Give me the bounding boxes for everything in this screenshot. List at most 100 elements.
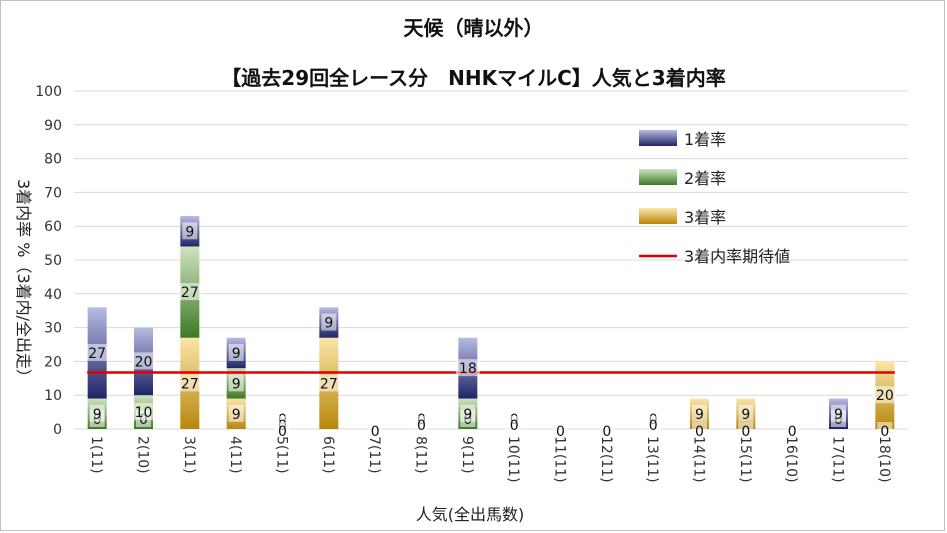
x-tick-label: 3(11): [181, 436, 197, 474]
data-label-bg: [692, 422, 707, 439]
data-label: 27: [88, 346, 106, 362]
data-label: 18: [459, 361, 477, 377]
y-tick-label: 0: [53, 422, 62, 438]
data-labels: 0927010202727999900027900009180000009090…: [85, 222, 897, 440]
data-label: 0: [371, 424, 380, 440]
data-label: 9: [232, 376, 241, 392]
x-tick-label: 8(11): [413, 436, 429, 474]
data-label: 0: [278, 424, 287, 440]
data-label-bg: [177, 283, 202, 301]
data-label: 9: [93, 407, 102, 423]
chart-subtitle: 【過去29回全レース分 NHKマイルC】人気と3着内率: [221, 66, 726, 90]
data-label-bg: [599, 422, 615, 439]
y-tick-labels: 0 10 20 30 40 50 60 70 80 90 100: [35, 84, 62, 438]
data-label: 0: [510, 418, 519, 434]
data-label: 0: [741, 424, 750, 440]
data-label: 27: [181, 376, 199, 392]
data-label: 0: [695, 424, 704, 440]
x-tick-labels: 1(11) 2(10) 3(11) 4(11) 5(11) 6(11) 7(11) 8(11)…: [88, 436, 892, 483]
data-label: 0: [556, 424, 565, 440]
x-tick-label: 11(11): [552, 436, 568, 483]
data-label-bg: [228, 404, 244, 422]
data-label-bg: [275, 422, 290, 439]
data-label-bg: [784, 422, 800, 439]
y-tick-label: 70: [44, 185, 62, 201]
y-axis-title: 3着内率 %（3着内/全出走）: [14, 179, 33, 385]
x-tick-label: 16(10): [783, 436, 799, 483]
x-tick-label: 4(11): [227, 436, 243, 474]
legend-swatch: [639, 208, 677, 224]
data-label: 9: [324, 316, 333, 332]
legend-label: 1着率: [684, 130, 726, 149]
y-tick-label: 30: [44, 321, 62, 337]
x-tick-label: 6(11): [320, 436, 336, 474]
data-label: 20: [135, 354, 153, 370]
data-label-bg: [228, 343, 244, 361]
data-label: 0: [880, 424, 889, 440]
x-tick-label: 15(11): [737, 436, 753, 483]
data-label: 10: [135, 405, 153, 421]
data-label: 27: [320, 376, 338, 392]
y-tick-label: 60: [44, 219, 62, 235]
data-label: 9: [695, 407, 704, 423]
data-label-bg: [645, 416, 661, 433]
data-label-bg: [738, 404, 754, 422]
data-label-bg: [228, 374, 244, 392]
y-tick-label: 40: [44, 287, 62, 303]
x-tick-label: 10(11): [505, 436, 521, 483]
data-label: 0: [788, 424, 797, 440]
x-tick-label: 7(11): [366, 436, 382, 474]
y-tick-label: 80: [44, 152, 62, 168]
data-label-bg: [692, 404, 707, 422]
data-label-bg: [131, 403, 156, 421]
x-tick-label: 5(11): [274, 436, 290, 474]
gridlines: [74, 90, 908, 430]
data-label-bg: [831, 404, 846, 422]
x-tick-label: 13(11): [644, 436, 660, 483]
data-label: 9: [232, 346, 241, 362]
data-label-bg: [738, 422, 754, 439]
data-label-bg: [89, 404, 105, 422]
x-tick-label: 12(11): [598, 436, 614, 483]
x-tick-label: 9(11): [459, 436, 475, 474]
data-label: 0: [649, 418, 658, 434]
data-label-bg: [182, 222, 198, 240]
legend-swatch: [639, 130, 677, 146]
x-tick-label: 14(11): [691, 436, 707, 483]
data-label-bg: [131, 352, 156, 370]
data-label-bg: [316, 374, 341, 392]
data-label-bg: [321, 313, 337, 331]
data-label-bg: [506, 416, 522, 433]
y-tick-label: 100: [35, 84, 62, 100]
data-label-bg: [85, 343, 110, 361]
data-label: 9: [834, 407, 843, 423]
data-label-bg: [460, 404, 476, 422]
y-tick-label: 10: [44, 388, 62, 404]
data-label-bg: [414, 416, 429, 433]
data-label: 9: [185, 224, 194, 240]
legend-label: 3着内率期待値: [684, 247, 790, 266]
x-tick-label: 1(11): [88, 436, 104, 474]
y-tick-label: 50: [44, 253, 62, 269]
data-label: 20: [876, 388, 894, 404]
legend-label: 2着率: [684, 169, 726, 188]
x-tick-label: 18(10): [876, 436, 892, 483]
legend-swatch: [639, 169, 677, 185]
legend-label: 3着率: [684, 208, 726, 227]
data-label: 9: [232, 407, 241, 423]
x-tick-label: 17(11): [830, 436, 846, 483]
data-label: 0: [417, 418, 426, 434]
legend: 1着率 2着率 3着率 3着内率期待値: [639, 130, 790, 266]
data-label-bg: [553, 422, 568, 439]
chart-title: 天候（晴以外）: [403, 16, 544, 40]
data-label-bg: [455, 359, 480, 377]
data-label-bg: [177, 374, 202, 392]
y-tick-label: 20: [44, 354, 62, 370]
data-label: 9: [741, 407, 750, 423]
data-label: 27: [181, 285, 199, 301]
data-label-bg: [367, 422, 383, 439]
data-label-bg: [877, 422, 893, 439]
x-axis-title: 人気(全出馬数): [416, 505, 525, 524]
